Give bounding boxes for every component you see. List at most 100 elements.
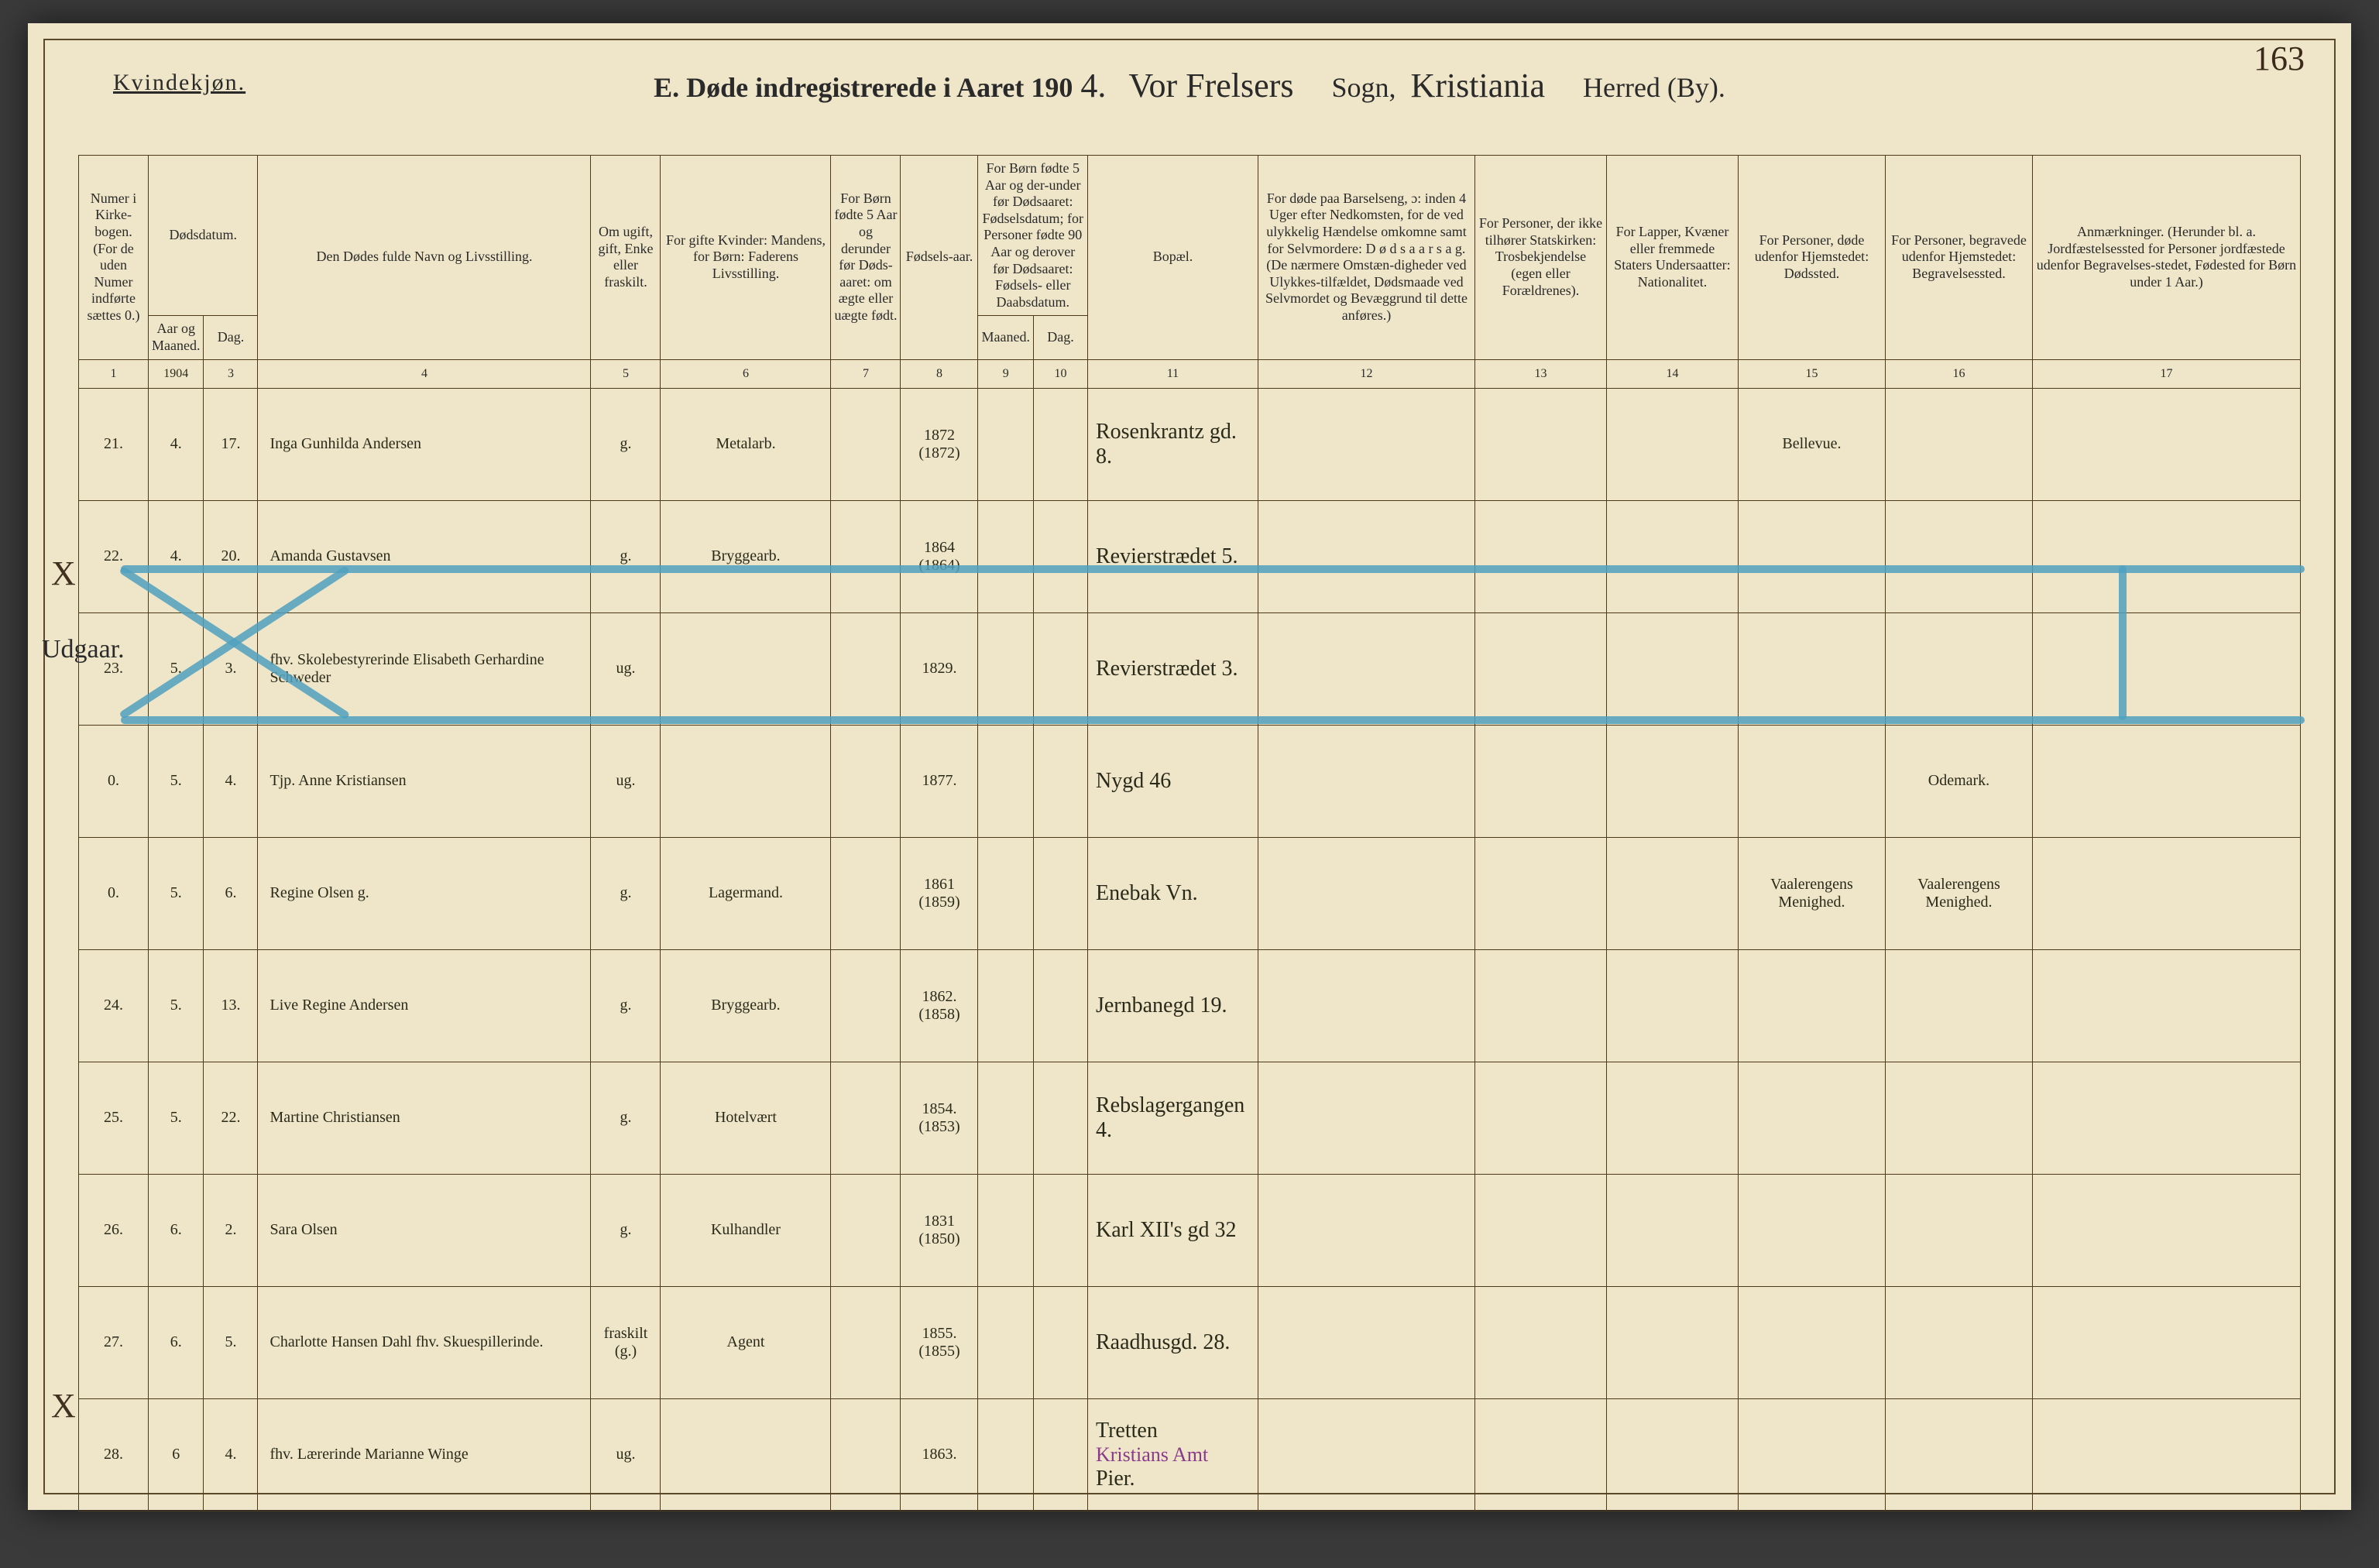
burial-place (1885, 612, 2032, 725)
table-row: 28.64.fhv. Lærerinde Marianne Wingeug.18… (79, 1398, 2301, 1511)
table-row: 25.5.22.Martine Christianseng.Hotelvært1… (79, 1062, 2301, 1174)
birth-day (1033, 1062, 1087, 1174)
civil-status: g. (591, 500, 661, 612)
title-herred-name: Kristiania (1402, 67, 1553, 105)
death-place (1738, 612, 1885, 725)
birth-month (978, 388, 1033, 500)
death-day: 22. (204, 1062, 258, 1174)
entry-number: 0. (79, 837, 149, 949)
col-header: Dødsdatum. (149, 156, 258, 316)
col-num: 1 (79, 359, 149, 388)
residence: Karl XII's gd 32 (1087, 1174, 1258, 1286)
blue-vertical-mark (2119, 565, 2127, 720)
death-day: 4. (204, 725, 258, 837)
register-page: 163 Kvindekjøn. E. Døde indregistrerede … (28, 23, 2351, 1510)
death-month: 6. (149, 1174, 204, 1286)
death-place (1738, 949, 1885, 1062)
cause-of-death (1258, 388, 1474, 500)
legitimacy (831, 725, 901, 837)
table-row: 0.5.6.Regine Olsen g.g.Lagermand.1861(18… (79, 837, 2301, 949)
deceased-name: Inga Gunhilda Andersen (258, 388, 591, 500)
remarks (2032, 388, 2300, 500)
death-day: 20. (204, 500, 258, 612)
table-row: 27.6.5.Charlotte Hansen Dahl fhv. Skuesp… (79, 1286, 2301, 1398)
entry-number: 22. (79, 500, 149, 612)
year-head: 1904 (149, 359, 204, 388)
birth-year: 1864(1864) (901, 500, 978, 612)
col-num: 10 (1033, 359, 1087, 388)
legitimacy (831, 612, 901, 725)
entry-number: 26. (79, 1174, 149, 1286)
death-place (1738, 1062, 1885, 1174)
birth-day (1033, 725, 1087, 837)
death-day: 6. (204, 837, 258, 949)
residence: Tretten Kristians AmtPier. (1087, 1398, 1258, 1511)
occupation: Bryggearb. (661, 949, 831, 1062)
death-month: 5. (149, 1062, 204, 1174)
birth-month (978, 500, 1033, 612)
birth-day (1033, 1286, 1087, 1398)
blue-strikeout (121, 565, 2305, 573)
cause-of-death (1258, 500, 1474, 612)
birth-year: 1863. (901, 1398, 978, 1511)
deceased-name: Live Regine Andersen (258, 949, 591, 1062)
occupation (661, 725, 831, 837)
remarks (2032, 837, 2300, 949)
margin-x-mark: X (51, 554, 76, 593)
birth-day (1033, 612, 1087, 725)
col-num: 13 (1474, 359, 1606, 388)
confession (1474, 1174, 1606, 1286)
page-title: E. Døde indregistrerede i Aaret 1904. Vo… (28, 66, 2351, 105)
residence: Enebak Vn. (1087, 837, 1258, 949)
birth-year: 1855.(1855) (901, 1286, 978, 1398)
remarks (2032, 612, 2300, 725)
remarks (2032, 1062, 2300, 1174)
birth-year: 1829. (901, 612, 978, 725)
nationality (1606, 1286, 1738, 1398)
legitimacy (831, 949, 901, 1062)
table-body: 21.4.17.Inga Gunhilda Anderseng.Metalarb… (79, 388, 2301, 1511)
confession (1474, 837, 1606, 949)
col-num: 9 (978, 359, 1033, 388)
margin-x-mark: X (51, 1386, 76, 1426)
birth-year: 1831(1850) (901, 1174, 978, 1286)
table-row: 24.5.13.Live Regine Anderseng.Bryggearb.… (79, 949, 2301, 1062)
birth-day (1033, 837, 1087, 949)
col-header: Bopæl. (1087, 156, 1258, 360)
legitimacy (831, 1174, 901, 1286)
death-month: 6 (149, 1398, 204, 1511)
col-num: 16 (1885, 359, 2032, 388)
occupation: Bryggearb. (661, 500, 831, 612)
remarks (2032, 1286, 2300, 1398)
birth-year: 1862.(1858) (901, 949, 978, 1062)
cause-of-death (1258, 1174, 1474, 1286)
legitimacy (831, 837, 901, 949)
civil-status: g. (591, 949, 661, 1062)
deceased-name: Martine Christiansen (258, 1062, 591, 1174)
residence: Rebslagergangen 4. (1087, 1062, 1258, 1174)
remarks (2032, 949, 2300, 1062)
occupation: Lagermand. (661, 837, 831, 949)
col-header: For gifte Kvinder: Mandens, for Børn: Fa… (661, 156, 831, 360)
col-header: Anmærkninger. (Herunder bl. a. Jordfæste… (2032, 156, 2300, 360)
residence: Revierstrædet 5. (1087, 500, 1258, 612)
col-header: Dag. (204, 316, 258, 359)
birth-month (978, 725, 1033, 837)
legitimacy (831, 1398, 901, 1511)
residence: Raadhusgd. 28. (1087, 1286, 1258, 1398)
birth-month (978, 837, 1033, 949)
cause-of-death (1258, 1062, 1474, 1174)
death-day: 4. (204, 1398, 258, 1511)
table-header: Numer i Kirke-bogen. (For de uden Numer … (79, 156, 2301, 389)
civil-status: ug. (591, 612, 661, 725)
entry-number: 0. (79, 725, 149, 837)
col-header: For Lapper, Kvæner eller fremmede Stater… (1606, 156, 1738, 360)
col-num: 17 (2032, 359, 2300, 388)
civil-status: g. (591, 837, 661, 949)
birth-year: 1872(1872) (901, 388, 978, 500)
occupation: Metalarb. (661, 388, 831, 500)
death-day: 2. (204, 1174, 258, 1286)
civil-status: g. (591, 1174, 661, 1286)
title-herred-label: Herred (By). (1560, 72, 1725, 103)
table-row: 26.6.2.Sara Olseng.Kulhandler1831(1850)K… (79, 1174, 2301, 1286)
